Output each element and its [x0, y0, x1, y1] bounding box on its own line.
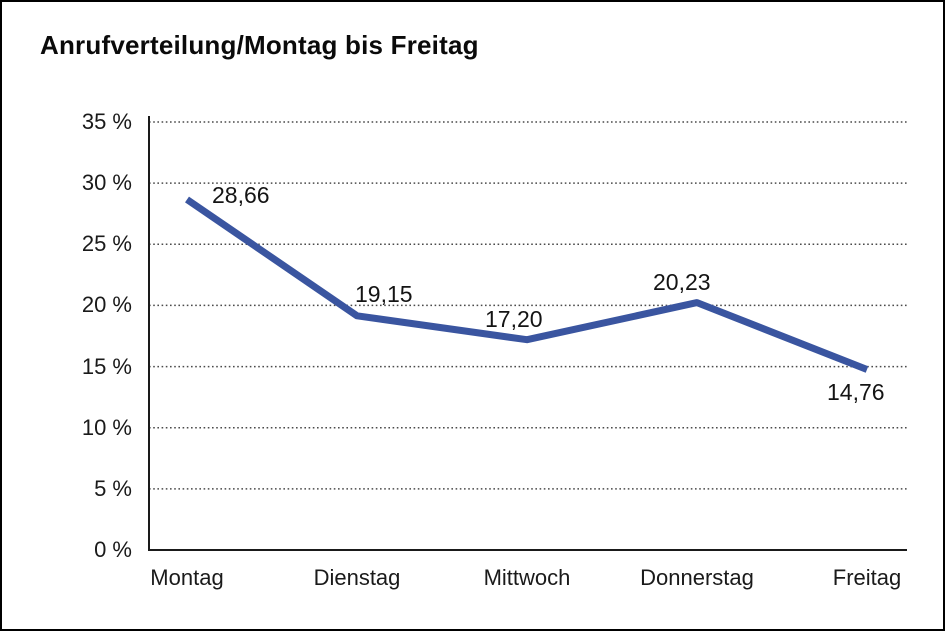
- chart-title: Anrufverteilung/Montag bis Freitag: [40, 30, 479, 60]
- y-axis-tick-label-0: 0 %: [94, 537, 132, 562]
- y-axis-tick-label-10: 10 %: [81, 414, 132, 440]
- data-point-label-2: 17,20: [485, 305, 543, 332]
- x-category-label-donnerstag: Donnerstag: [640, 565, 754, 590]
- x-category-label-montag: Montag: [150, 565, 224, 590]
- data-point-label-0: 28,66: [212, 181, 270, 208]
- x-category-label-dienstag: Dienstag: [313, 565, 401, 590]
- data-point-label-4: 14,76: [827, 378, 885, 405]
- data-point-label-3: 20,23: [653, 268, 711, 295]
- y-axis-tick-label-15: 15 %: [81, 353, 132, 379]
- data-point-label-1: 19,15: [355, 280, 413, 307]
- y-axis-tick-label-30: 30 %: [81, 170, 132, 196]
- y-axis-tick-label-35: 35 %: [81, 109, 132, 134]
- y-axis-tick-label-20: 20 %: [81, 292, 132, 318]
- y-axis-tick-label-25: 25 %: [81, 231, 132, 257]
- x-category-label-mittwoch: Mittwoch: [483, 565, 571, 590]
- y-axis-tick-label-5: 5 %: [94, 475, 132, 501]
- x-category-label-freitag: Freitag: [832, 565, 902, 590]
- data-series-line: [185, 196, 869, 373]
